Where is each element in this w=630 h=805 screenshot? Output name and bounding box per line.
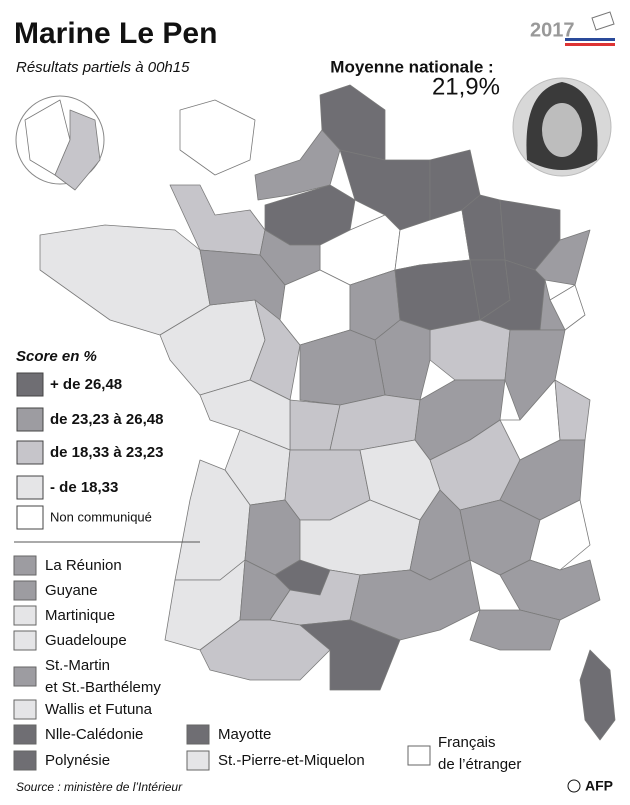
legend-title: Score en % xyxy=(16,348,97,365)
territory-label: Martinique xyxy=(45,607,115,624)
territory-label: St.-Pierre-et-Miquelon xyxy=(218,752,365,769)
legend: + de 26,48 de 23,23 à 26,48 de 18,33 à 23,… xyxy=(16,372,163,530)
legend-label: Non communiqué xyxy=(50,509,152,524)
subtitle: Résultats partiels à 00h15 xyxy=(16,59,190,76)
legend-label: - de 18,33 xyxy=(50,479,118,496)
legend-swatch xyxy=(16,505,44,530)
source: Source : ministère de l’Intérieur xyxy=(16,780,183,794)
territory-swatch xyxy=(13,555,37,576)
territory-swatch xyxy=(13,750,37,771)
territory-label: La Réunion xyxy=(45,557,122,574)
legend-label: de 23,23 à 26,48 xyxy=(50,411,163,428)
territories: La Réunion Guyane Martinique Guadeloupe St.-… xyxy=(13,555,521,773)
legend-label: + de 26,48 xyxy=(50,376,122,393)
france-map xyxy=(15,84,616,741)
territory-swatch xyxy=(13,699,37,720)
territory-label: Polynésie xyxy=(45,752,110,769)
territory-swatch xyxy=(13,724,37,745)
territory-label: Guyane xyxy=(45,582,98,599)
copyright-mark xyxy=(567,779,581,793)
legend-swatch xyxy=(16,372,44,397)
territory-label: Français xyxy=(438,734,496,751)
territory-swatch xyxy=(13,605,37,626)
territory-label: et St.-Barthélemy xyxy=(45,679,161,696)
legend-swatch xyxy=(16,440,44,465)
territory-swatch xyxy=(13,580,37,601)
territory-label: Guadeloupe xyxy=(45,632,127,649)
territory-swatch xyxy=(186,724,210,745)
legend-swatch xyxy=(16,475,44,500)
territory-swatch xyxy=(13,630,37,651)
territory-swatch xyxy=(13,666,37,687)
credit: AFP xyxy=(585,778,613,794)
territory-label: Wallis et Futuna xyxy=(45,701,153,718)
logo-flag xyxy=(565,11,615,46)
average-value: 21,9% xyxy=(432,73,500,100)
territory-swatch xyxy=(186,750,210,771)
territory-label: St.-Martin xyxy=(45,657,110,674)
average-label: Moyenne nationale : xyxy=(330,57,493,76)
territory-label: Mayotte xyxy=(218,726,271,743)
territory-swatch xyxy=(407,745,431,766)
territory-label: de l’étranger xyxy=(438,756,521,773)
legend-label: de 18,33 à 23,23 xyxy=(50,444,163,461)
legend-swatch xyxy=(16,407,44,432)
year-logo: 2017 xyxy=(530,19,575,41)
title: Marine Le Pen xyxy=(14,17,217,50)
portrait xyxy=(512,77,612,177)
territory-label: Nlle-Calédonie xyxy=(45,726,143,743)
